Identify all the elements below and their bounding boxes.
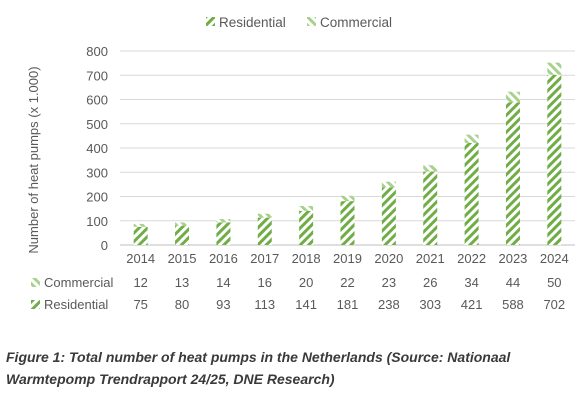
- bar-residential-2017: [257, 217, 272, 245]
- table-cell-residential: 238: [378, 297, 400, 312]
- bar-commercial-2020: [381, 181, 396, 188]
- bar-commercial-2018: [299, 205, 314, 211]
- bar-residential-2024: [547, 74, 562, 245]
- bar-commercial-2017: [257, 213, 272, 218]
- y-tick-label: 400: [86, 141, 108, 156]
- table-cell-residential: 113: [254, 297, 275, 312]
- table-cell-commercial: 44: [506, 275, 520, 290]
- axes: 0 100 200 300 400 500 600 700 800 2014 2015 2016 201…: [86, 44, 568, 266]
- bar-commercial-2023: [505, 91, 520, 103]
- legend: Residential Commercial: [206, 15, 392, 30]
- table-cell-commercial: 22: [340, 275, 354, 290]
- bar-residential-2018: [299, 210, 314, 245]
- bar-residential-2020: [381, 187, 396, 245]
- table-cell-commercial: 20: [299, 275, 313, 290]
- bar-residential-2023: [505, 102, 520, 245]
- table-swatch-residential: [31, 300, 40, 309]
- x-tick-label: 2020: [374, 251, 403, 266]
- table-cell-commercial: 50: [547, 275, 561, 290]
- table-cell-commercial: 14: [216, 275, 230, 290]
- y-tick-label: 0: [101, 238, 108, 253]
- y-tick-label: 300: [86, 165, 108, 180]
- bar-residential-2015: [175, 225, 190, 245]
- y-tick-label: 100: [86, 214, 108, 229]
- x-tick-label: 2017: [250, 251, 279, 266]
- table-cell-residential: 421: [461, 297, 483, 312]
- table-cell-residential: 303: [419, 297, 441, 312]
- y-tick-label: 600: [86, 93, 108, 108]
- table-cell-commercial: 16: [258, 275, 272, 290]
- legend-swatch-commercial: [307, 17, 316, 26]
- y-tick-label: 700: [86, 68, 108, 83]
- bars: [133, 62, 562, 245]
- bar-residential-2021: [423, 171, 438, 245]
- table-cell-commercial: 13: [175, 275, 189, 290]
- table-cell-residential: 588: [502, 297, 524, 312]
- table-cell-commercial: 34: [464, 275, 478, 290]
- table-cell-commercial: 12: [133, 275, 147, 290]
- table-cell-residential: 181: [337, 297, 359, 312]
- table-cell-residential: 75: [133, 297, 147, 312]
- bar-residential-2019: [340, 201, 355, 245]
- x-tick-label: 2014: [126, 251, 155, 266]
- x-tick-label: 2024: [540, 251, 569, 266]
- x-tick-label: 2022: [457, 251, 486, 266]
- x-tick-label: 2016: [209, 251, 238, 266]
- bar-commercial-2016: [216, 219, 231, 223]
- y-tick-label: 200: [86, 190, 108, 205]
- bar-commercial-2014: [133, 223, 148, 227]
- gridlines: [120, 50, 575, 246]
- x-tick-label: 2021: [416, 251, 445, 266]
- y-tick-label: 800: [86, 44, 108, 59]
- x-tick-label: 2019: [333, 251, 362, 266]
- table-cell-residential: 702: [543, 297, 565, 312]
- bar-commercial-2019: [340, 195, 355, 202]
- table-cell-residential: 141: [295, 297, 317, 312]
- bar-commercial-2021: [423, 165, 438, 172]
- x-tick-label: 2015: [168, 251, 197, 266]
- table-cell-commercial: 26: [423, 275, 437, 290]
- table-cell-residential: 93: [216, 297, 230, 312]
- legend-label-residential: Residential: [219, 15, 286, 30]
- bar-residential-2022: [464, 142, 479, 245]
- table-swatch-commercial: [31, 278, 40, 287]
- x-tick-label: 2018: [292, 251, 321, 266]
- data-table: Commercial 12 13 14 16 20 22 23 26 34 44 50 Resident…: [31, 275, 565, 312]
- bar-commercial-2022: [464, 134, 479, 143]
- table-cell-residential: 80: [175, 297, 189, 312]
- figure-caption: Figure 1: Total number of heat pumps in …: [6, 349, 511, 387]
- bar-residential-2014: [133, 226, 148, 245]
- legend-swatch-residential: [206, 17, 215, 26]
- bar-commercial-2024: [547, 62, 562, 75]
- table-cell-commercial: 23: [382, 275, 396, 290]
- legend-label-commercial: Commercial: [320, 15, 392, 30]
- y-axis-label: Number of heat pumps (x 1.000): [26, 66, 41, 253]
- bar-commercial-2015: [175, 222, 190, 226]
- y-tick-label: 500: [86, 117, 108, 132]
- bar-residential-2016: [216, 222, 231, 245]
- table-row-label-commercial: Commercial: [44, 275, 113, 290]
- x-tick-label: 2023: [498, 251, 527, 266]
- table-row-label-residential: Residential: [44, 297, 108, 312]
